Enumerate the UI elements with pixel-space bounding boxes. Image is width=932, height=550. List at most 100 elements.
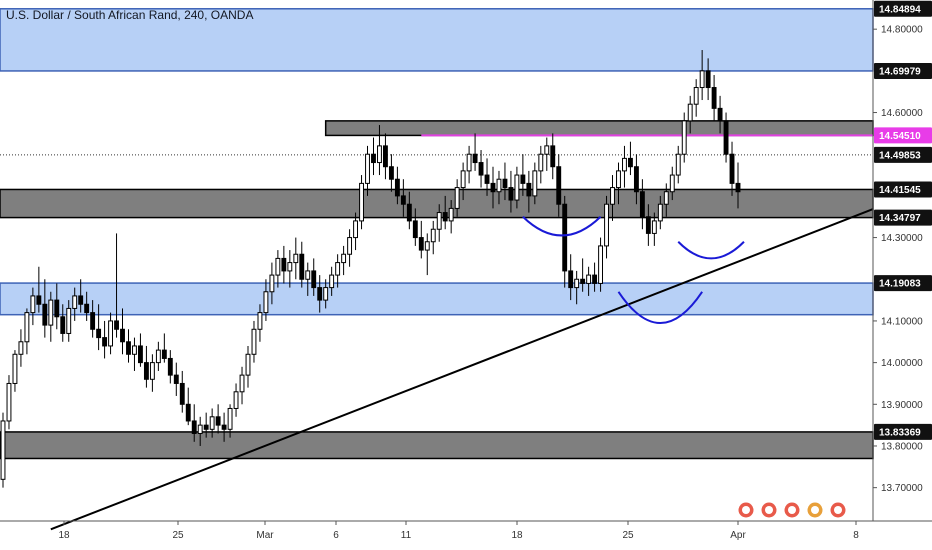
candle-body [269,274,275,293]
y-tick-label: 14.00000 [881,358,923,369]
ascending-trendline [50,208,874,531]
candle-body [90,312,96,330]
candle-body [317,287,323,301]
candle-body [556,166,562,205]
candle-body [359,182,364,222]
candle-body [568,270,574,289]
candle-body [108,320,114,347]
y-tick-label: 14.60000 [881,108,923,119]
candle-body [496,178,502,193]
candle-body [335,262,341,276]
candle-body [687,103,693,122]
candle-body [622,157,627,172]
y-tick-label: 13.80000 [881,441,923,452]
candle-body [120,328,125,343]
x-tick-label: 18 [58,530,70,541]
candle-body [598,245,604,284]
y-tick-label: 14.30000 [881,233,923,244]
candle-body [514,174,520,201]
candle-body [311,270,317,289]
candle-body [735,182,741,193]
x-tick-label: Apr [730,530,746,541]
price-label-box [874,127,932,144]
candle-body [54,299,60,318]
candle-body [657,203,663,222]
candle-body [430,228,436,243]
candle-body [610,187,615,205]
candles-layer [0,50,741,488]
price-label-text: 14.19083 [879,279,921,290]
candle-body [412,220,418,239]
candle-body [227,407,233,430]
zone-supply [0,8,874,72]
candle-body [221,424,227,430]
x-tick-label: 25 [622,530,634,541]
candle-body [400,195,406,205]
price-label-text: 14.41545 [879,185,921,196]
candle-body [490,182,496,193]
candle-body [723,120,729,155]
candle-body [645,216,651,234]
candle-body [562,203,568,272]
x-tick-label: 6 [333,530,339,541]
zones-layer [0,8,874,460]
candle-body [472,153,478,164]
candle-body [394,178,400,197]
overlay-layer [50,208,874,531]
time-axis[interactable]: 18 25 Mar 6 11 18 25 Apr 8 [58,521,859,541]
tradingview-ideas-logo [738,502,846,518]
price-label-box [874,146,932,163]
candle-body [675,153,681,176]
candle-body [197,424,203,434]
candle-body [693,87,699,105]
candle-body [126,341,131,355]
candle-body [30,295,36,314]
y-tick-label: 13.90000 [881,400,923,411]
pattern-arc [522,216,602,237]
zone-dark [0,431,874,460]
candle-body [365,153,370,184]
candle-body [281,257,287,272]
price-label-text: 14.69979 [879,66,921,77]
candle-body [388,166,394,180]
candle-body [424,241,430,251]
candle-body [209,416,215,430]
price-label-box [874,181,932,198]
candle-body [663,191,669,205]
x-tick-label: 8 [853,530,859,541]
candle-body [586,274,592,284]
candle-body [102,337,108,347]
price-label-box [874,209,932,226]
y-tick-label: 13.70000 [881,483,923,494]
price-labels-layer: 14.84894 14.69979 14.54510 14.49853 14.41545… [874,0,932,440]
candle-body [245,353,251,376]
chart-title: U.S. Dollar / South African Rand, 240, O… [6,8,253,22]
zone-dark [0,188,874,219]
candle-body [627,157,633,168]
price-axis[interactable]: 14.80000 14.60000 14.30000 14.10000 14.00000… [873,25,923,494]
candle-body [275,257,281,276]
candle-body [633,166,639,193]
candle-body [24,312,30,343]
candle-body [484,174,490,184]
candle-body [143,362,149,380]
candle-body [418,237,424,251]
price-label-box [874,62,932,79]
candle-body [592,274,598,284]
candle-body [669,174,675,193]
y-tick-label: 14.10000 [881,316,923,327]
candle-body [239,374,245,393]
zone-supply [0,282,874,316]
x-tick-label: Mar [256,530,274,541]
candle-body [460,170,466,189]
candle-body [532,170,538,197]
candle-body [406,203,412,222]
candle-body [526,182,532,197]
x-tick-label: 25 [172,530,184,541]
candle-body [263,291,269,314]
candle-body [42,303,48,326]
candle-body [173,374,179,384]
candle-body [442,212,448,222]
candle-body [508,187,514,201]
